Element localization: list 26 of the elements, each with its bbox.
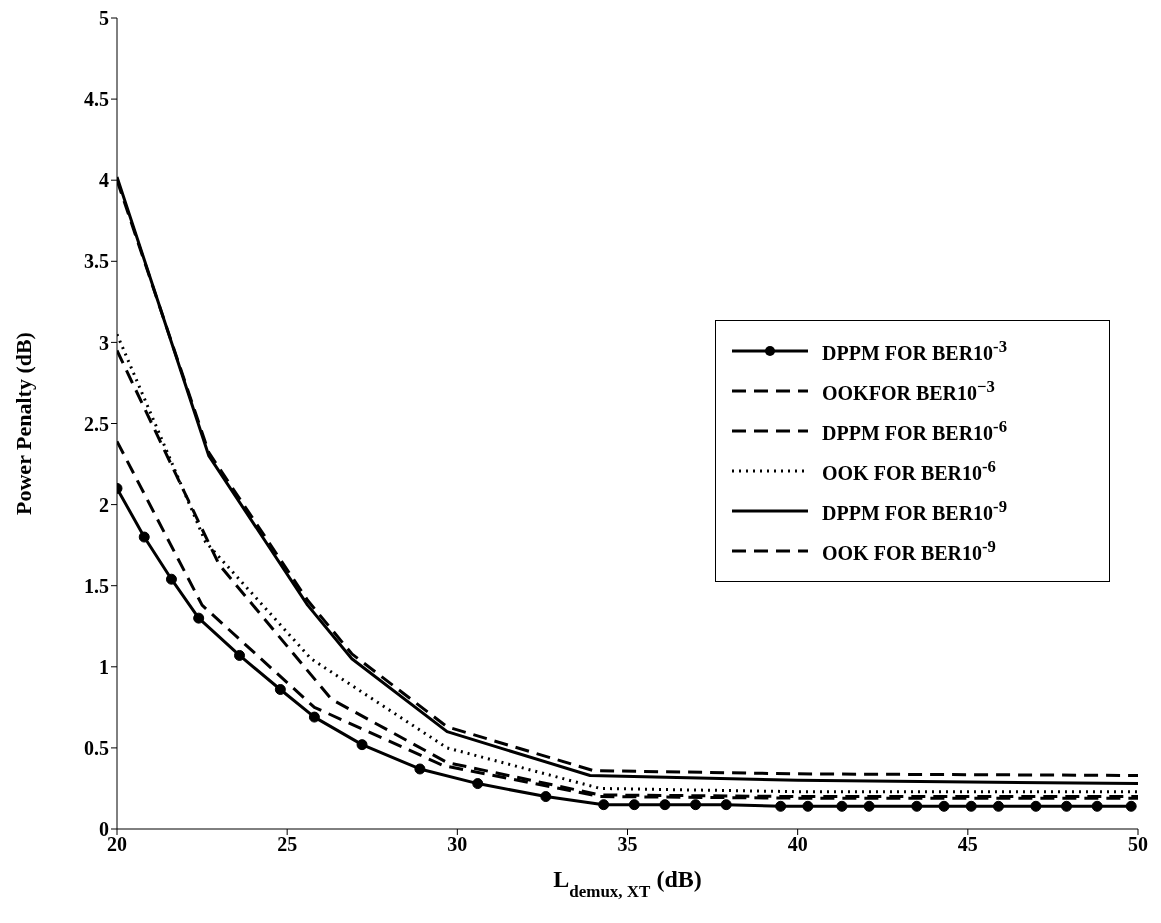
- legend-label: DPPM FOR BER10$^{-3}$: [822, 337, 1007, 365]
- legend-label: DPPM FOR BER10$^{-9}$: [822, 497, 1007, 525]
- y-tick-label: 0.5: [84, 737, 109, 759]
- legend-label: OOKFOR BER10$^{−3}$: [822, 377, 995, 405]
- x-tick-label: 20: [107, 833, 127, 856]
- y-axis-title: Power Penalty (dB): [10, 332, 36, 515]
- x-axis-title: L$_{demux, XT}$ (dB): [553, 866, 702, 901]
- x-tick-label: 30: [447, 833, 468, 856]
- legend-label: DPPM FOR BER10$^{-6}$: [822, 417, 1007, 445]
- x-tick-label: 40: [787, 833, 808, 856]
- legend-label: OOK FOR BER10$^{-6}$: [822, 457, 996, 485]
- y-tick-label: 2: [99, 493, 109, 516]
- y-tick-label: 5: [99, 7, 109, 30]
- y-tick-label: 4: [99, 169, 109, 192]
- y-tick-label: 0: [99, 818, 109, 841]
- y-tick-label: 1: [99, 655, 109, 678]
- y-tick-label: 4.5: [84, 88, 109, 111]
- y-tick-label: 3.5: [84, 250, 109, 273]
- x-tick-label: 35: [617, 833, 638, 856]
- x-tick-label: 25: [277, 833, 298, 856]
- y-tick-label: 1.5: [84, 574, 109, 597]
- x-tick-label: 50: [1128, 833, 1148, 856]
- y-tick-label: 3: [99, 331, 109, 354]
- y-tick-label: 2.5: [84, 412, 109, 435]
- x-tick-label: 45: [957, 833, 978, 856]
- legend-label: OOK FOR BER10$^{-9}$: [822, 537, 996, 565]
